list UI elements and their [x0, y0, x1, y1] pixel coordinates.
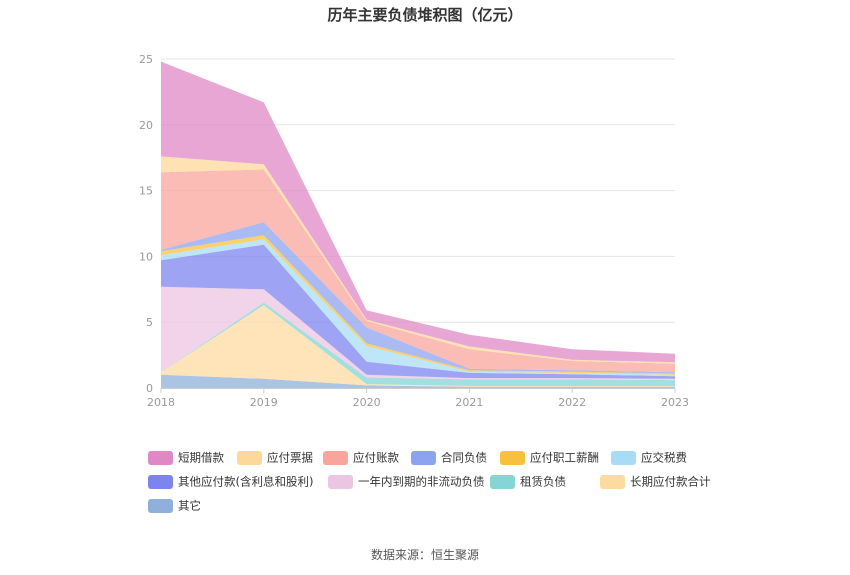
x-tick-label: 2022 [558, 396, 586, 409]
legend-label: 其它 [178, 498, 201, 513]
area-series-8 [161, 169, 675, 373]
legend-swatch [611, 450, 636, 465]
legend-label: 租赁负债 [520, 474, 566, 489]
x-tick-label: 2018 [147, 396, 175, 409]
legend-swatch [148, 450, 173, 465]
data-source: 数据来源：恒生聚源 [370, 548, 479, 562]
legend-item[interactable]: 应付账款 [323, 449, 399, 465]
legend-label: 短期借款 [178, 450, 224, 465]
legend-label: 应付票据 [267, 450, 313, 465]
legend-label: 应交税费 [641, 450, 687, 465]
legend-item[interactable]: 其他应付款(含利息和股利) [148, 473, 313, 489]
area-series-4 [161, 244, 675, 379]
legend-swatch [600, 474, 625, 489]
stacked-area-chart: 0 5 10 15 20 25 2018 2019 2020 2021 2022 2023 [139, 53, 689, 409]
legend-label: 一年内到期的非流动负债 [358, 474, 485, 489]
legend-label: 长期应付款合计 [630, 474, 711, 489]
legend-swatch [490, 474, 515, 489]
legend-item[interactable]: 合同负债 [411, 449, 487, 465]
legend-item[interactable]: 其它 [148, 497, 201, 513]
y-tick-label: 0 [146, 382, 153, 395]
legend-item[interactable]: 短期借款 [148, 449, 224, 465]
area-series-3 [161, 286, 675, 381]
area-series-5 [161, 239, 675, 377]
area-series-1 [161, 305, 675, 387]
area-series-2 [161, 302, 675, 386]
x-tick-label: 2021 [455, 396, 483, 409]
x-tick-label: 2019 [250, 396, 278, 409]
legend-swatch [148, 474, 173, 489]
area-series-10 [161, 61, 675, 363]
legend-item[interactable]: 应付票据 [237, 449, 313, 465]
x-tick-label: 2020 [353, 396, 381, 409]
legend-item[interactable]: 一年内到期的非流动负债 [328, 473, 485, 489]
y-tick-label: 25 [139, 53, 153, 66]
chart-title: 历年主要负债堆积图（亿元） [327, 6, 523, 24]
legend-item[interactable]: 应付职工薪酬 [500, 449, 599, 465]
legend-label: 应付职工薪酬 [530, 450, 599, 465]
legend-item[interactable]: 租赁负债 [490, 473, 566, 489]
legend-label: 合同负债 [441, 450, 487, 465]
legend-label: 其他应付款(含利息和股利) [178, 474, 314, 489]
legend-swatch [237, 450, 262, 465]
legend-item[interactable]: 长期应付款合计 [600, 473, 711, 489]
area-series-0 [161, 374, 675, 388]
legend-swatch [411, 450, 436, 465]
legend-swatch [148, 498, 173, 513]
legend-swatch [500, 450, 525, 465]
y-tick-label: 10 [139, 250, 153, 263]
y-tick-label: 15 [139, 185, 153, 198]
legend-swatch [328, 474, 353, 489]
legend-item[interactable]: 应交税费 [611, 449, 687, 465]
y-tick-label: 20 [139, 119, 153, 132]
area-series-7 [161, 222, 675, 374]
legend-swatch [323, 450, 348, 465]
legend-label: 应付账款 [353, 450, 399, 465]
y-tick-label: 5 [146, 316, 153, 329]
x-tick-label: 2023 [661, 396, 689, 409]
